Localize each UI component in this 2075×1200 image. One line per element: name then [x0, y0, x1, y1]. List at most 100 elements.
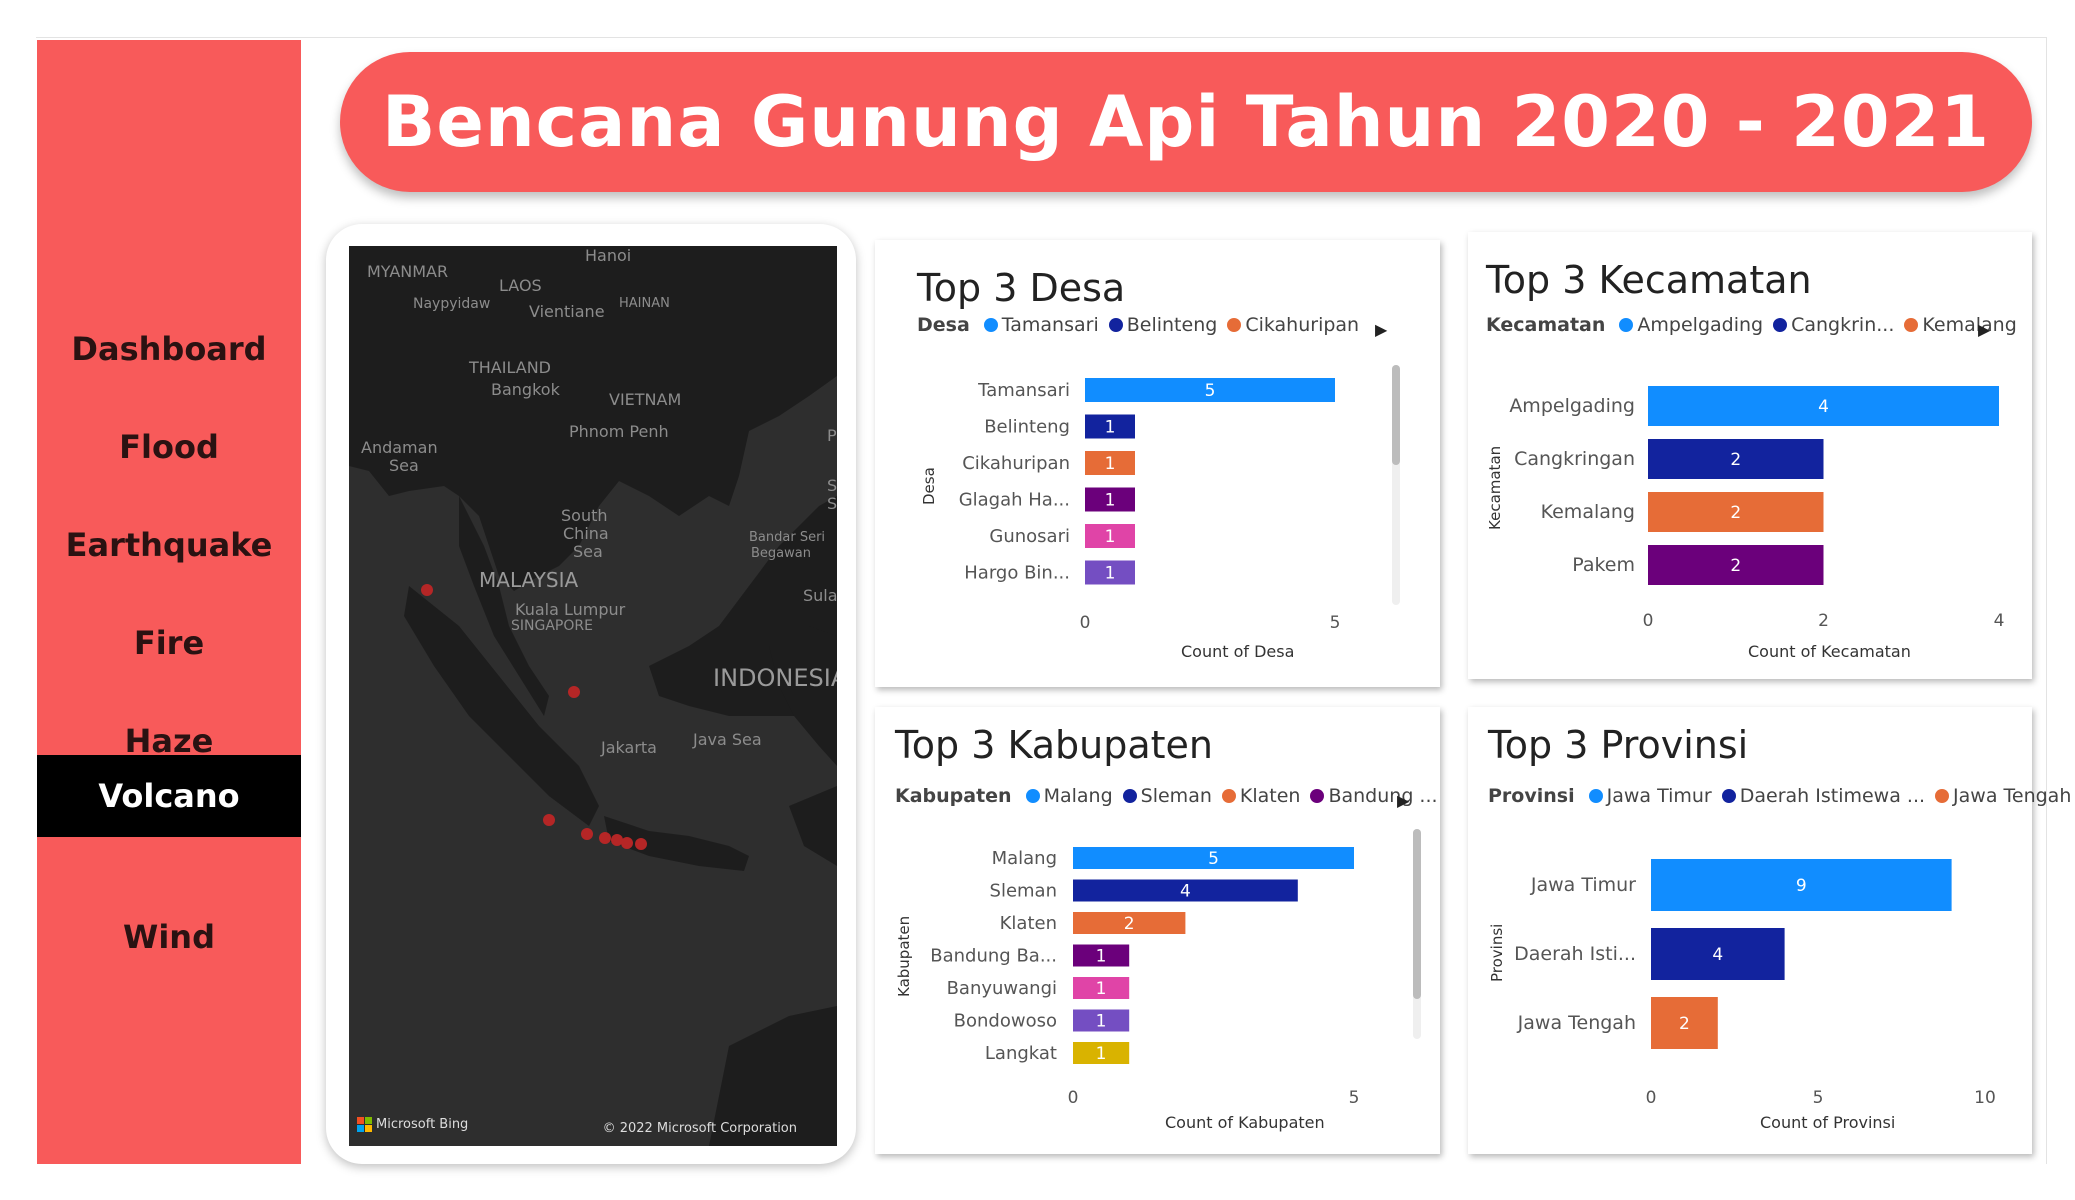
legend-item[interactable]: Cangkrin... — [1773, 314, 1894, 336]
bar[interactable] — [1085, 524, 1135, 548]
legend-item[interactable]: Klaten — [1221, 785, 1300, 807]
bar-chart-kecamatan: Ampelgading 4 Cangkringan 2 Kemalang 2 Pakem 2 0… — [1509, 386, 2004, 631]
volcano-marker — [621, 837, 633, 849]
data-label: 1 — [1096, 1044, 1107, 1064]
volcano-marker — [611, 834, 623, 846]
legend-dot-icon — [1904, 318, 1919, 332]
legend-item[interactable]: Cikahuripan — [1227, 314, 1359, 336]
bar[interactable] — [1085, 451, 1135, 475]
legend-next-arrow-icon[interactable]: ▶ — [1978, 320, 1991, 339]
chart-card-desa[interactable]: Top 3 Desa Desa Tamansari Belinteng Cika… — [875, 240, 1440, 687]
legend-item[interactable]: Tamansari — [983, 314, 1099, 336]
x-axis-title: Count of Provinsi — [1760, 1113, 1896, 1132]
microsoft-logo-icon — [357, 1117, 372, 1132]
bar[interactable] — [1073, 1042, 1130, 1064]
bar[interactable] — [1651, 928, 1785, 980]
bar[interactable] — [1651, 859, 1952, 911]
legend-item[interactable]: Kemalang — [1904, 314, 2017, 336]
nav-item-earthquake[interactable]: Earthquake — [65, 526, 273, 564]
bar[interactable] — [1085, 560, 1135, 585]
bar[interactable] — [1073, 977, 1130, 999]
data-label: 2 — [1730, 556, 1741, 576]
volcano-marker — [568, 686, 580, 698]
legend-label: Sleman — [1140, 785, 1212, 807]
nav-item-volcano[interactable]: Volcano — [37, 755, 301, 837]
bar[interactable] — [1648, 386, 1999, 426]
legend-dot-icon — [1122, 789, 1137, 803]
data-label: 1 — [1105, 418, 1116, 438]
x-tick-label: 0 — [1080, 613, 1091, 633]
y-axis-title: Desa — [920, 467, 938, 505]
nav-item-fire[interactable]: Fire — [133, 624, 205, 662]
chart-card-provinsi[interactable]: Top 3 Provinsi Provinsi Jawa Timur Daera… — [1468, 707, 2071, 1154]
bar[interactable] — [1073, 944, 1130, 967]
land-sulawesi — [769, 626, 837, 766]
bar[interactable] — [1085, 487, 1135, 512]
bar[interactable] — [1085, 378, 1335, 402]
nav-item-wind[interactable]: Wind — [123, 918, 215, 956]
map-label: HAINAN — [619, 296, 670, 311]
legend-item[interactable]: Jawa Timur — [1588, 785, 1712, 807]
legend-next-arrow-icon[interactable]: ▶ — [1375, 320, 1388, 339]
bar[interactable] — [1648, 545, 1824, 585]
legend-label: Tamansari — [1001, 314, 1099, 336]
category-label: Pakem — [1572, 554, 1635, 576]
nav-item-flood[interactable]: Flood — [119, 428, 219, 466]
legend-dot-icon — [1227, 318, 1242, 332]
legend-next-arrow-icon[interactable]: ▶ — [1397, 791, 1410, 810]
bar[interactable] — [1073, 847, 1354, 869]
bar-chart-provinsi: Jawa Timur 9 Daerah Isti... 4 Jawa Tengah 2 0 5… — [1514, 859, 1996, 1108]
legend-item[interactable]: Malang — [1025, 785, 1113, 807]
report-canvas — [36, 37, 2047, 1164]
map-label: Sula — [803, 586, 837, 605]
legend-item[interactable]: Sleman — [1122, 785, 1212, 807]
x-tick-label: 5 — [1330, 613, 1341, 633]
map-label: Bandar Seri — [749, 530, 826, 545]
legend-item[interactable]: Daerah Istimewa ... — [1721, 785, 1925, 807]
bar[interactable] — [1073, 879, 1298, 902]
map-copyright: © 2022 Microsoft Corporation — [602, 1121, 797, 1136]
map-label: LAOS — [499, 276, 542, 295]
chart-card-kabupaten[interactable]: Top 3 Kabupaten Kabupaten Malang Sleman … — [875, 707, 1440, 1154]
chart-scrollbar[interactable] — [1413, 829, 1421, 1039]
legend-item[interactable]: Bandung ... — [1310, 785, 1438, 807]
nav-item-dashboard[interactable]: Dashboard — [71, 330, 267, 368]
legend-label: Belinteng — [1126, 314, 1218, 336]
map-label: VIETNAM — [609, 390, 682, 409]
bar[interactable] — [1648, 439, 1824, 479]
bar[interactable] — [1648, 492, 1824, 532]
nav-item-haze[interactable]: Haze — [124, 722, 214, 760]
map-label: MALAYSIA — [479, 568, 579, 592]
chart-card-kecamatan[interactable]: Top 3 Kecamatan Kecamatan Ampelgading Ca… — [1468, 232, 2032, 679]
category-label: Sleman — [990, 881, 1057, 902]
chart-legend: Provinsi Jawa Timur Daerah Istimewa ... … — [1488, 785, 2075, 807]
legend-item[interactable]: Jawa Tengah — [1935, 785, 2071, 807]
legend-item[interactable]: Ampelgading — [1619, 314, 1763, 336]
legend-label: Cangkrin... — [1791, 314, 1895, 336]
category-label: Langkat — [985, 1043, 1057, 1064]
data-label: 1 — [1105, 454, 1116, 474]
volcano-marker — [599, 832, 611, 844]
bar[interactable] — [1073, 1009, 1130, 1032]
category-label: Belinteng — [984, 417, 1070, 438]
scrollbar-thumb[interactable] — [1392, 365, 1400, 465]
bar[interactable] — [1085, 414, 1135, 439]
legend-dot-icon — [1588, 789, 1603, 803]
map-visual[interactable]: MYANMAR LAOS Hanoi Naypyidaw Vientiane H… — [349, 246, 837, 1146]
bar-chart-desa: Tamansari 5 Belinteng 1 Cikahuripan 1 Glagah H… — [959, 378, 1341, 633]
scrollbar-thumb[interactable] — [1413, 829, 1421, 999]
sidebar-nav: Dashboard Flood Earthquake Fire Haze Vol… — [37, 40, 301, 1164]
category-label: Hargo Bin... — [964, 563, 1070, 584]
legend-title: Kabupaten — [895, 785, 1012, 807]
bar[interactable] — [1073, 912, 1186, 934]
chart-scrollbar[interactable] — [1392, 365, 1400, 605]
page-header: Bencana Gunung Api Tahun 2020 - 2021 — [340, 52, 2032, 192]
bar[interactable] — [1651, 997, 1718, 1049]
map-label: Andaman — [361, 438, 438, 457]
map-label: MYANMAR — [367, 262, 449, 281]
data-label: 2 — [1730, 450, 1741, 470]
data-label: 2 — [1679, 1014, 1690, 1034]
legend-item[interactable]: Belinteng — [1108, 314, 1218, 336]
legend-dot-icon — [1721, 789, 1736, 803]
volcano-marker — [421, 584, 433, 596]
